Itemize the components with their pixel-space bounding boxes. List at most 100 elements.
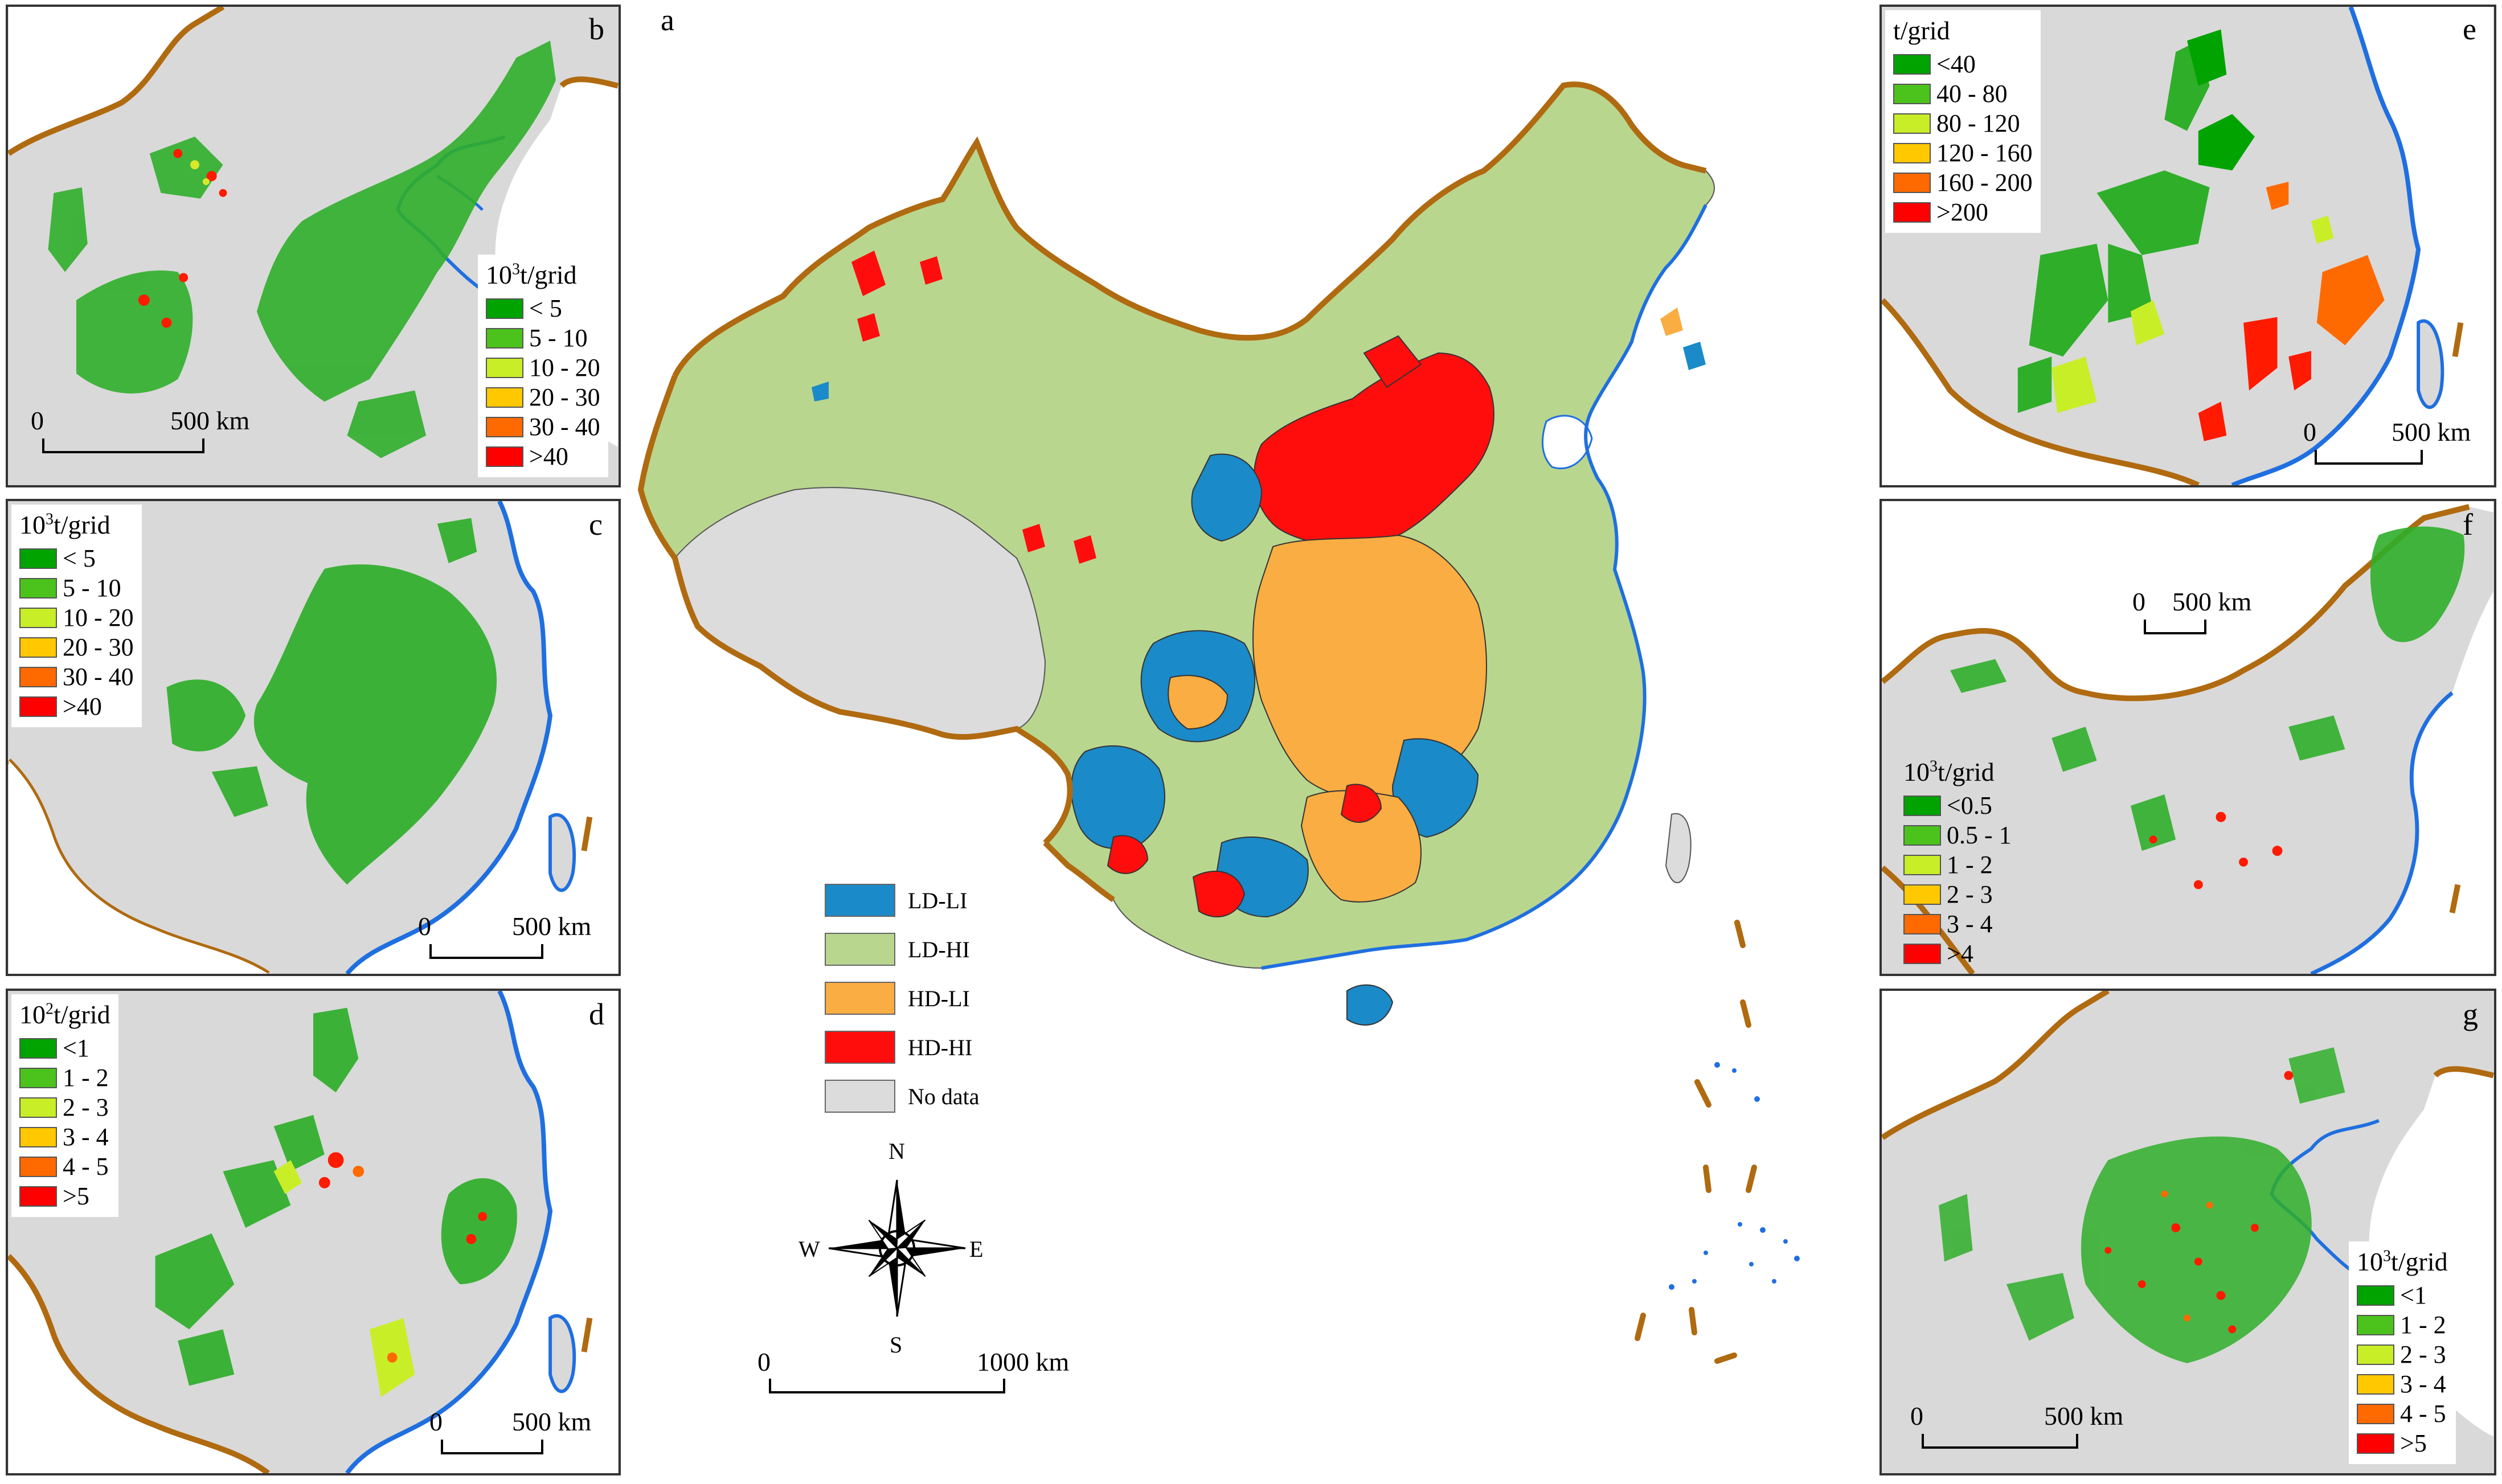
main-legend-label: LD-HI <box>908 936 970 962</box>
legend-item: 4 - 5 <box>19 1152 110 1182</box>
legend-swatch <box>2357 1403 2394 1424</box>
legend-item: >40 <box>486 442 600 472</box>
legend-label: < 5 <box>63 544 96 573</box>
legend-item: 10 - 20 <box>486 353 600 383</box>
legend-swatch <box>19 696 57 717</box>
legend-swatch <box>1903 884 1941 905</box>
compass-n: N <box>888 1138 905 1164</box>
legend-swatch <box>486 327 523 349</box>
legend-label: 30 - 40 <box>63 663 134 691</box>
legend-label: >40 <box>529 442 568 471</box>
main-legend-swatch <box>825 1080 895 1113</box>
panel-b-map: b 103t/grid < 5 5 - 10 10 - 20 20 - 30 30 -… <box>6 5 621 487</box>
panel-f-label: f <box>2463 507 2473 542</box>
main-legend: LD-LI LD-HI HD-LI HD-HI No data <box>825 876 980 1121</box>
legend-swatch <box>2357 1433 2394 1454</box>
panel-b-legend: 103t/grid < 5 5 - 10 10 - 20 20 - 30 30 - 4… <box>478 255 608 477</box>
legend-swatch <box>19 1038 57 1059</box>
legend-label: 3 - 4 <box>2400 1370 2446 1399</box>
legend-swatch <box>1893 142 1931 163</box>
legend-swatch <box>19 666 57 687</box>
legend-item: >4 <box>1903 939 2012 969</box>
panel-b-legend-title: 103t/grid <box>486 260 577 289</box>
legend-item: <40 <box>1893 50 2033 79</box>
legend-label: >5 <box>2400 1429 2427 1458</box>
compass-e: E <box>969 1236 984 1262</box>
compass-icon <box>828 1179 966 1317</box>
legend-label: 1 - 2 <box>1947 851 1993 879</box>
legend-item: 0.5 - 1 <box>1903 821 2012 850</box>
legend-item: 4 - 5 <box>2357 1399 2448 1429</box>
legend-label: <1 <box>2400 1281 2427 1310</box>
legend-label: 1 - 2 <box>63 1064 109 1092</box>
main-legend-swatch <box>825 1031 895 1064</box>
legend-swatch <box>486 416 523 437</box>
legend-item: >200 <box>1893 198 2033 227</box>
legend-label: 5 - 10 <box>63 574 121 602</box>
legend-swatch <box>2357 1344 2394 1365</box>
legend-label: 20 - 30 <box>529 383 600 412</box>
compass-w: W <box>798 1236 820 1262</box>
legend-item: 1 - 2 <box>19 1063 110 1093</box>
legend-label: <40 <box>1936 50 1976 79</box>
legend-label: <1 <box>63 1034 89 1063</box>
legend-swatch <box>1893 83 1931 104</box>
legend-swatch <box>19 1186 57 1207</box>
legend-swatch <box>19 577 57 598</box>
legend-label: 10 - 20 <box>529 354 600 382</box>
legend-swatch <box>486 298 523 319</box>
legend-item: 160 - 200 <box>1893 168 2033 198</box>
compass-s: S <box>890 1332 903 1358</box>
legend-item: 40 - 80 <box>1893 79 2033 109</box>
legend-label: >5 <box>63 1182 89 1211</box>
panel-c-svg <box>8 501 618 974</box>
legend-swatch <box>19 1156 57 1177</box>
panel-c-legend: 103t/grid < 5 5 - 10 10 - 20 20 - 30 30 - 4… <box>11 505 142 727</box>
main-legend-label: HD-HI <box>908 1034 973 1060</box>
legend-item: <0.5 <box>1903 791 2012 821</box>
legend-item: 5 - 10 <box>19 573 134 603</box>
panel-c-label: c <box>589 507 603 542</box>
legend-label: 40 - 80 <box>1936 80 2008 108</box>
legend-item: 80 - 120 <box>1893 109 2033 138</box>
legend-label: 4 - 5 <box>63 1153 109 1181</box>
legend-label: >4 <box>1947 940 1973 968</box>
main-legend-label: HD-LI <box>908 985 970 1011</box>
legend-label: 1 - 2 <box>2400 1311 2446 1339</box>
main-legend-label: No data <box>908 1083 980 1109</box>
legend-item: <1 <box>2357 1281 2448 1310</box>
legend-swatch <box>1893 54 1931 75</box>
legend-item: >40 <box>19 692 134 721</box>
legend-swatch <box>1903 854 1941 875</box>
legend-swatch <box>1903 795 1941 816</box>
panel-g-svg <box>1882 991 2494 1473</box>
main-legend-item: HD-HI <box>825 1023 980 1072</box>
legend-swatch <box>19 1067 57 1088</box>
legend-item: 2 - 3 <box>2357 1340 2448 1370</box>
legend-swatch <box>1893 202 1931 223</box>
legend-item: 2 - 3 <box>19 1093 110 1122</box>
legend-label: 3 - 4 <box>63 1123 109 1151</box>
panel-b-svg <box>8 7 619 485</box>
legend-item: 30 - 40 <box>19 662 134 692</box>
main-legend-item: LD-LI <box>825 876 980 925</box>
main-legend-item: No data <box>825 1072 980 1121</box>
panel-e-map: e t/grid <40 40 - 80 80 - 120 120 - 160 160 … <box>1879 5 2496 487</box>
legend-swatch <box>1893 172 1931 193</box>
legend-item: 1 - 2 <box>1903 850 2012 880</box>
legend-swatch <box>2357 1314 2394 1335</box>
main-legend-item: HD-LI <box>825 974 980 1023</box>
legend-swatch <box>2357 1374 2394 1395</box>
legend-item: 120 - 160 <box>1893 138 2033 168</box>
legend-swatch <box>486 387 523 408</box>
compass-rose: N S E W <box>798 1138 991 1358</box>
main-legend-swatch <box>825 884 895 917</box>
legend-swatch <box>486 357 523 378</box>
legend-item: 30 - 40 <box>486 412 600 442</box>
main-legend-swatch <box>825 933 895 966</box>
main-legend-swatch <box>825 982 895 1015</box>
legend-label: 120 - 160 <box>1936 139 2033 167</box>
